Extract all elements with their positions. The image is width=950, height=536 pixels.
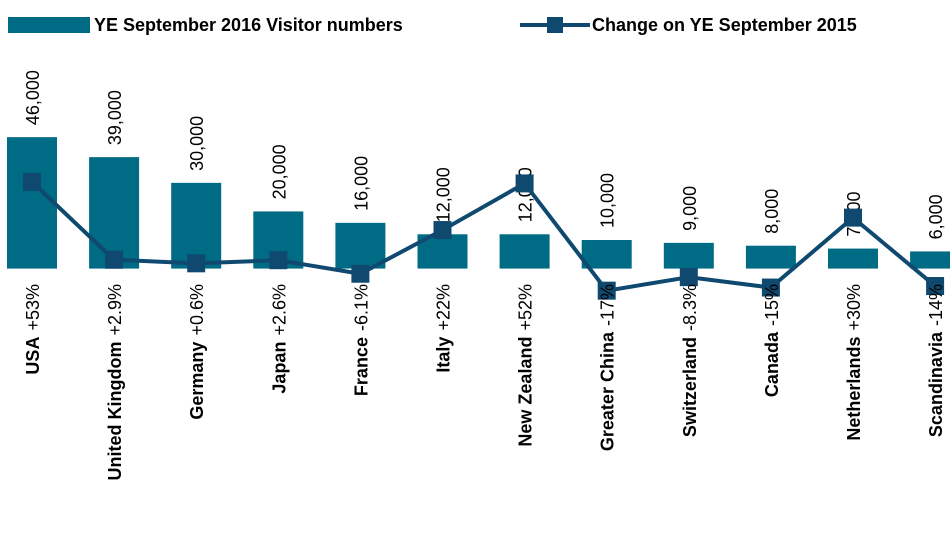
line-marker: [597, 281, 616, 300]
bar-value-label: 20,000: [269, 144, 289, 199]
line-value-label: +30%: [844, 284, 864, 331]
bar-value-label: 10,000: [598, 173, 618, 228]
category-label: Italy: [434, 337, 454, 373]
line-value-label: -6.1%: [351, 284, 371, 331]
bar: [335, 222, 386, 269]
category-label: Germany: [187, 342, 207, 420]
x-tick-label: Switzerland -8.3%: [680, 284, 700, 437]
x-tick-label: France -6.1%: [351, 284, 371, 396]
line-value-label: -14%: [926, 284, 946, 326]
line-marker: [926, 277, 945, 296]
x-tick-label: Netherlands +30%: [844, 284, 864, 441]
bar-value-label: 8,000: [762, 189, 782, 234]
line-value-label: +52%: [516, 284, 536, 331]
bar-value-label: 16,000: [351, 156, 371, 211]
bar: [7, 137, 57, 269]
x-tick-label: New Zealand +52%: [516, 284, 536, 447]
x-tick-label: Canada -15%: [762, 284, 782, 397]
line-value-label: +2.6%: [269, 284, 289, 336]
line-value-label: +53%: [23, 284, 43, 331]
category-label: Netherlands: [844, 337, 864, 441]
x-tick-label: Scandinavia -14%: [926, 284, 946, 437]
bar: [663, 242, 714, 269]
line-value-label: -8.3%: [680, 284, 700, 331]
line-marker: [433, 221, 452, 240]
bar: [499, 234, 550, 269]
category-label: Switzerland: [680, 337, 700, 437]
line-value-label: +2.9%: [105, 284, 125, 336]
legend-marker: [547, 17, 563, 33]
category-label: Scandinavia: [926, 331, 946, 437]
category-label: Greater China: [598, 331, 618, 451]
line-value-label: -17%: [598, 284, 618, 326]
line-marker: [105, 250, 124, 269]
line-marker: [515, 174, 534, 193]
category-label: New Zealand: [516, 337, 536, 447]
bar-value-label: 9,000: [680, 186, 700, 231]
legend: YE September 2016 Visitor numbers Change…: [8, 15, 857, 35]
category-label: United Kingdom: [105, 342, 125, 481]
legend-swatch: [8, 17, 90, 33]
line-marker: [269, 251, 288, 270]
line-marker: [351, 264, 370, 283]
line-marker: [761, 278, 780, 297]
bar: [89, 157, 140, 269]
category-label: Canada: [762, 331, 782, 397]
x-tick-label: United Kingdom +2.9%: [105, 284, 125, 481]
bar: [171, 182, 222, 269]
bar: [581, 240, 632, 269]
line-marker: [679, 268, 698, 287]
bar: [828, 248, 878, 269]
line: [30, 180, 937, 293]
category-label: Japan: [269, 342, 289, 394]
line-marker: [844, 208, 862, 227]
x-tick-label: USA +53%: [23, 284, 43, 375]
category-label: USA: [23, 337, 43, 375]
line-value-label: +0.6%: [187, 284, 207, 336]
category-label: France: [351, 337, 371, 396]
bar-value-label: 6,000: [926, 194, 946, 239]
bar-value-label: 39,000: [105, 90, 125, 145]
bar-value-label: 12,000: [434, 167, 454, 222]
x-tick-label: Italy +22%: [434, 284, 454, 373]
bar-value-label: 30,000: [187, 116, 207, 171]
line-marker: [23, 172, 41, 191]
line-value-label: +22%: [434, 284, 454, 331]
legend-label: Change on YE September 2015: [592, 15, 857, 35]
x-tick-label: Germany +0.6%: [187, 284, 207, 420]
x-tick-label: Japan +2.6%: [269, 284, 289, 394]
bar-value-label: 46,000: [23, 70, 43, 125]
x-tick-label: Greater China -17%: [598, 284, 618, 451]
line-value-label: -15%: [762, 284, 782, 326]
line-marker: [187, 254, 206, 273]
legend-label: YE September 2016 Visitor numbers: [94, 15, 403, 35]
bar: [745, 245, 796, 269]
bar: [910, 251, 950, 269]
